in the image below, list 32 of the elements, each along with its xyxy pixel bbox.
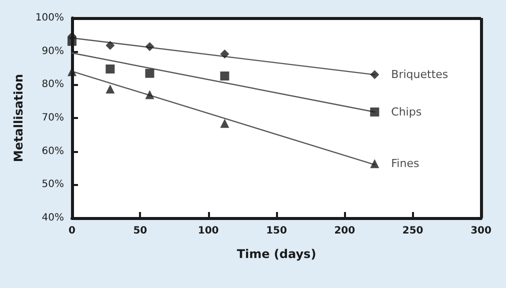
y-tick-label: 40% (42, 212, 64, 224)
x-axis-title: Time (days) (236, 247, 316, 261)
y-tick-label: 100% (35, 12, 64, 24)
y-tick-label: 50% (42, 179, 64, 190)
series-label: Briquettes (391, 68, 448, 82)
series-label: Chips (391, 106, 422, 118)
x-tick-label: 200 (334, 226, 356, 236)
y-axis-title: Metallisation (12, 74, 26, 162)
point (145, 90, 154, 100)
y-tick-label: 80% (42, 79, 64, 90)
point (220, 50, 230, 58)
point (106, 40, 115, 50)
y-tick-label: 60% (42, 146, 64, 157)
x-tick-label: 50 (133, 226, 148, 236)
x-tick-label: 0 (68, 226, 76, 236)
point (220, 118, 230, 128)
y-tick-label: 90% (42, 46, 64, 57)
point (370, 108, 380, 116)
point (370, 159, 380, 168)
x-tick-label: 250 (402, 226, 424, 236)
point (370, 70, 380, 80)
x-tick-label: 100 (198, 226, 219, 236)
y-tick-label: 70% (42, 112, 64, 124)
point (68, 36, 76, 46)
x-tick-label: 150 (266, 226, 287, 236)
series-label: Fines (391, 157, 420, 170)
point (145, 42, 154, 52)
point (106, 84, 115, 94)
point (145, 68, 154, 78)
point (106, 64, 115, 74)
point (220, 72, 230, 80)
x-tick-label: 300 (470, 226, 492, 236)
